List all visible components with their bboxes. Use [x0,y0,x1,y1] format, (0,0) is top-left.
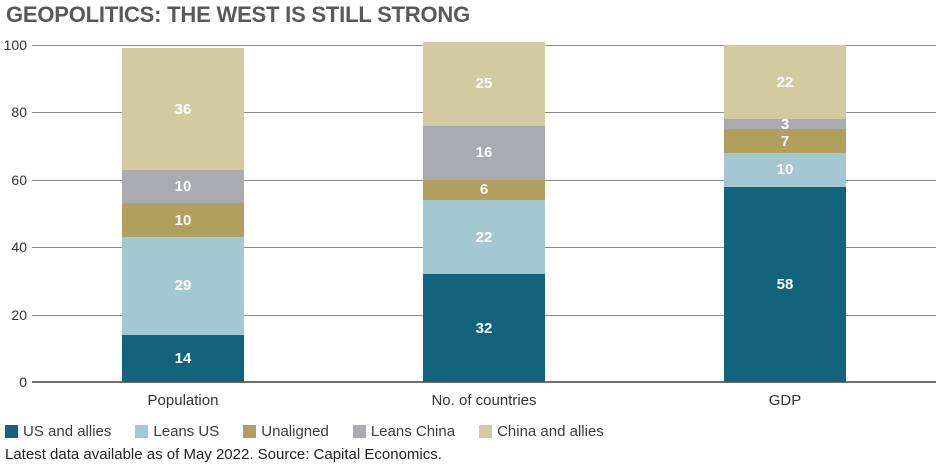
bar-segment: 6 [423,179,545,201]
y-tick-label: 40 [11,239,27,255]
segment-value-label: 29 [174,277,192,295]
y-tick-label: 80 [11,104,27,120]
legend-item: China and allies [479,423,604,440]
legend-swatch-icon [5,425,18,438]
segment-value-label: 32 [475,319,493,337]
segment-value-label: 10 [776,161,794,179]
bar-segment: 29 [122,237,244,335]
legend-swatch-icon [352,425,366,438]
legend-swatch-icon [479,425,493,438]
bar-segment: 10 [122,169,244,204]
segment-value-label: 6 [479,181,489,199]
segment-value-label: 3 [780,115,790,133]
legend: US and allies Leans US Unaligned Leans Chin… [5,423,604,440]
bar-segment: 25 [423,41,545,126]
bar-segment: 22 [423,200,545,275]
bar-segment: 22 [724,45,846,120]
bar-segment: 10 [724,152,846,187]
legend-label: China and allies [497,423,604,440]
segment-value-label: 22 [776,73,794,91]
segment-value-label: 7 [780,132,790,150]
bar-segment: 7 [724,129,846,153]
legend-item: Leans US [135,423,219,440]
legend-swatch-icon [243,425,257,438]
bar-segment: 32 [423,274,545,382]
legend-label: Unaligned [261,423,329,440]
segment-value-label: 14 [174,349,192,367]
x-axis-label: No. of countries [431,392,537,409]
bar-segment: 58 [724,186,846,382]
segment-value-label: 22 [475,228,493,246]
bar-segment: 16 [423,125,545,180]
y-tick-label: 0 [19,374,27,390]
y-tick-label: 100 [3,37,27,53]
y-axis: 0 20 40 60 80 100 [0,37,27,390]
legend-item: Unaligned [243,423,329,440]
legend-swatch-icon [135,425,149,438]
legend-label: US and allies [23,423,112,440]
x-axis-label: Population [147,392,219,409]
source-note: Latest data available as of May 2022. So… [5,446,442,463]
segment-value-label: 36 [174,100,192,118]
legend-label: Leans US [153,423,220,440]
legend-label: Leans China [370,423,456,440]
y-tick-label: 60 [11,172,27,188]
y-tick-label: 20 [11,307,27,323]
segment-value-label: 10 [174,178,192,196]
bar-segment: 3 [724,115,846,133]
bar-segment: 10 [122,203,244,238]
x-axis-label: GDP [768,392,802,409]
segment-value-label: 58 [776,275,794,293]
legend-item: Leans China [352,423,456,440]
bar-segment: 36 [122,48,244,170]
segment-value-label: 10 [174,211,192,229]
gridline-0 [32,381,936,383]
chart-title: GEOPOLITICS: THE WEST IS STILL STRONG [6,2,470,27]
bar-segment: 14 [122,334,244,382]
segment-value-label: 16 [475,144,493,162]
segment-value-label: 25 [475,75,493,93]
plot-area: 14 29 10 10 36 Population 32 22 6 16 25 No. of coun… [32,41,936,409]
legend-item: US and allies [5,423,111,440]
